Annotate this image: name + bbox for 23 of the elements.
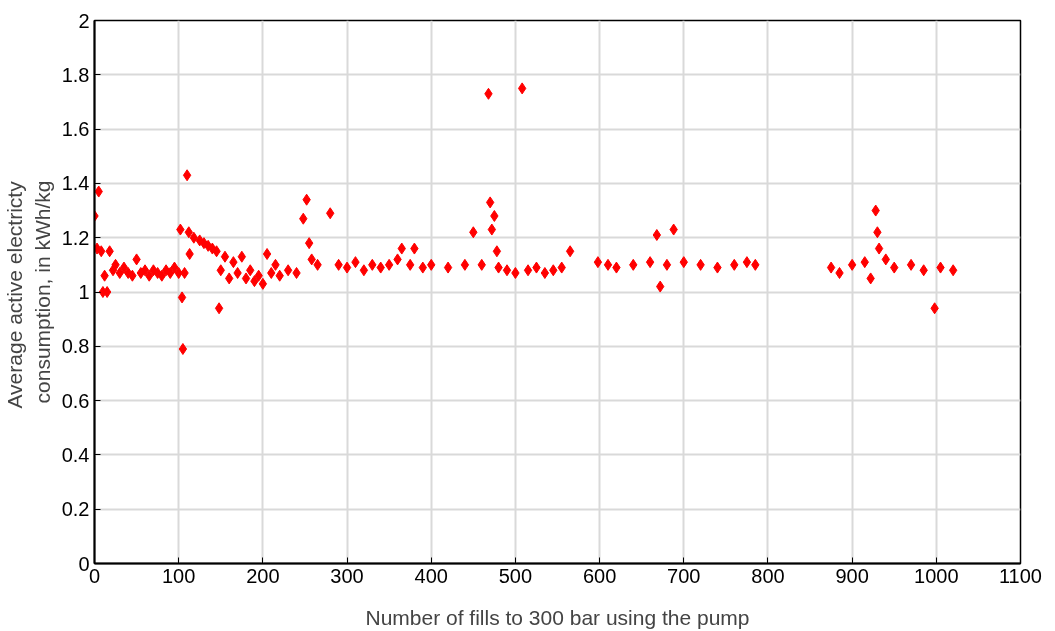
x-tick-label: 600 — [582, 564, 617, 587]
x-axis-title: Number of fills to 300 bar using the pump — [365, 605, 750, 629]
y-tick-label: 1.2 — [61, 226, 90, 249]
x-tick-label: 200 — [246, 564, 280, 587]
y-tick-label: 0.4 — [61, 443, 90, 466]
y-tick-label: 0.2 — [61, 498, 90, 521]
y-axis-title: Average active electricty consumption, in kWh/kg — [3, 180, 54, 409]
x-tick-label: 500 — [498, 564, 533, 587]
x-tick-label: 300 — [330, 564, 364, 587]
y-tick-label: 1.6 — [61, 118, 90, 141]
x-tick-label: 700 — [667, 564, 701, 587]
x-tick-label: 1000 — [914, 564, 959, 587]
y-tick-label: 0.6 — [61, 389, 90, 412]
y-tick-label: 1.8 — [61, 63, 90, 86]
y-tick-label: 0.8 — [61, 335, 90, 358]
x-tick-label: 400 — [414, 564, 448, 587]
y-tick-label: 1.4 — [61, 172, 90, 195]
x-tick-label: 900 — [835, 564, 869, 587]
y-tick-label: 1 — [78, 281, 90, 303]
x-tick-label: 100 — [162, 564, 196, 587]
x-tick-label: 1100 — [999, 564, 1043, 587]
y-tick-label: 2 — [78, 9, 90, 32]
x-tick-label: 800 — [751, 564, 785, 587]
